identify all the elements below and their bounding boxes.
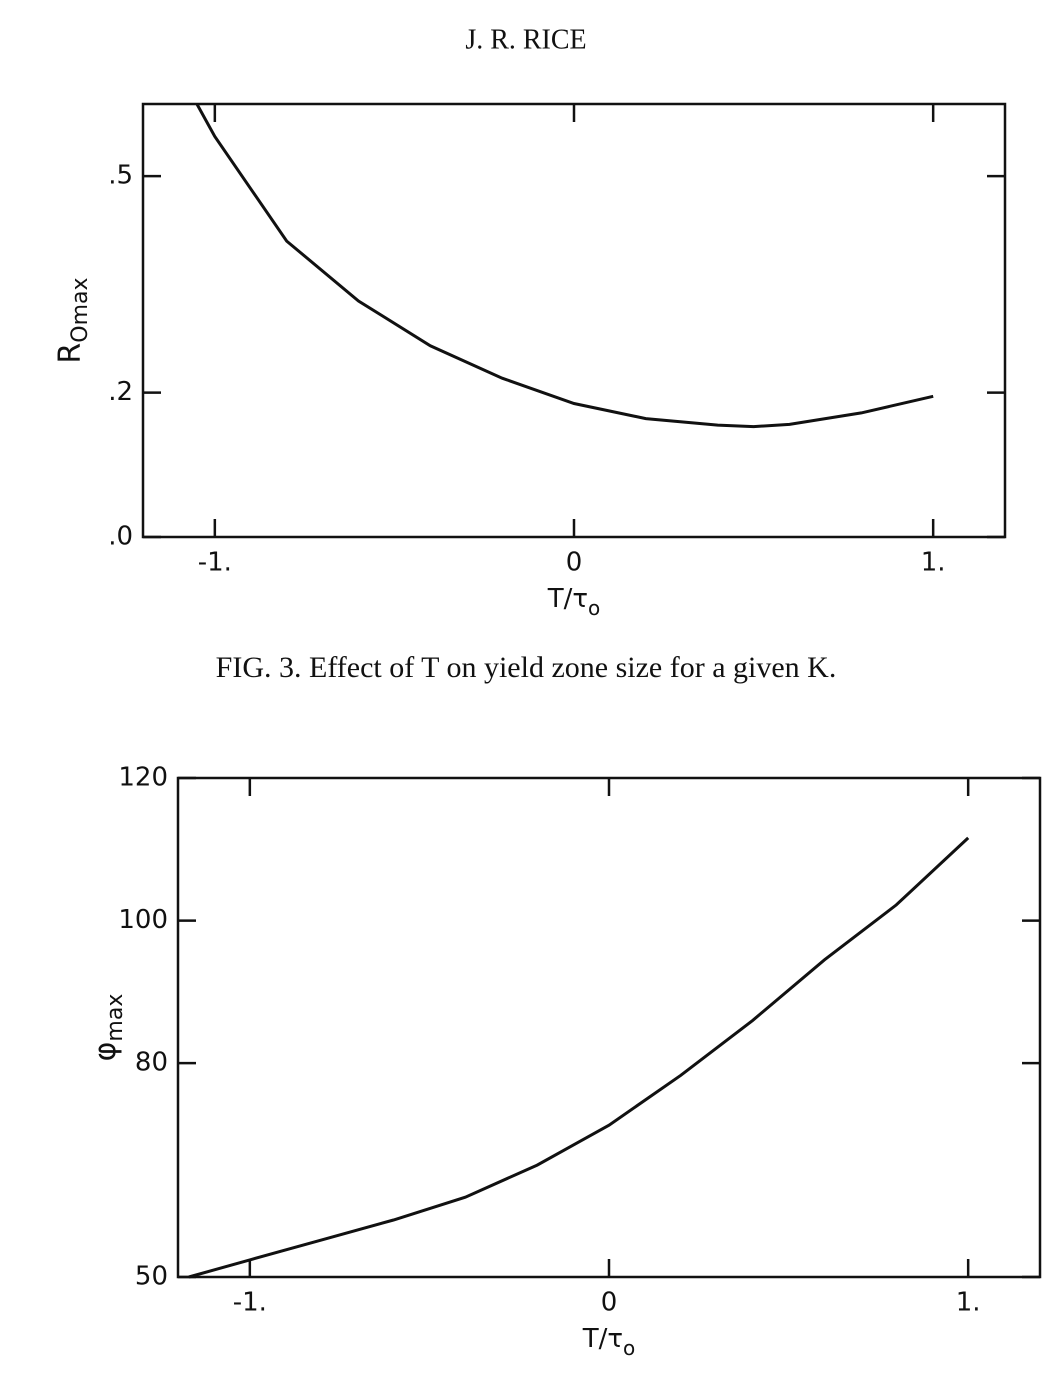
y-tick-label: 50 [135, 1262, 168, 1292]
x-axis-label-sub: o [588, 596, 600, 620]
data-line [195, 103, 934, 429]
y-tick-label: 120 [118, 763, 168, 793]
y-axis-label-main: φ [88, 1042, 123, 1062]
x-axis-label-main: T/τ [547, 584, 588, 614]
x-tick-label: 1. [956, 1288, 981, 1318]
y-tick-label: 100 [118, 905, 168, 935]
x-tick-label: -1. [233, 1288, 267, 1318]
y-tick-label: 80 [135, 1048, 168, 1078]
y-tick-label: .2 [108, 377, 133, 407]
plot-frame [176, 776, 1042, 1279]
y-axis-label-sub: Omax [68, 277, 93, 342]
y-axis-label: ROmax [53, 277, 94, 363]
x-tick-label: 0 [601, 1288, 618, 1318]
x-axis-label: T/τo [582, 1324, 636, 1360]
plot-frame [141, 102, 1007, 539]
y-axis-label-sub: max [103, 994, 128, 1042]
y-axis-label-main: R [53, 343, 88, 364]
x-tick-label: 0 [566, 548, 583, 578]
x-axis-label: T/τo [547, 584, 601, 620]
y-tick-label: .5 [108, 161, 133, 191]
x-tick-label: -1. [198, 548, 232, 578]
x-tick-label: 1. [921, 548, 946, 578]
figure-caption: FIG. 3. Effect of T on yield zone size f… [216, 651, 837, 684]
x-axis-label-sub: o [623, 1336, 635, 1360]
y-axis-label: φmax [88, 994, 129, 1062]
page-header: J. R. RICE [465, 24, 586, 55]
data-line [188, 836, 970, 1279]
y-tick-label: .0 [108, 522, 133, 552]
x-axis-label-main: T/τ [582, 1324, 623, 1354]
